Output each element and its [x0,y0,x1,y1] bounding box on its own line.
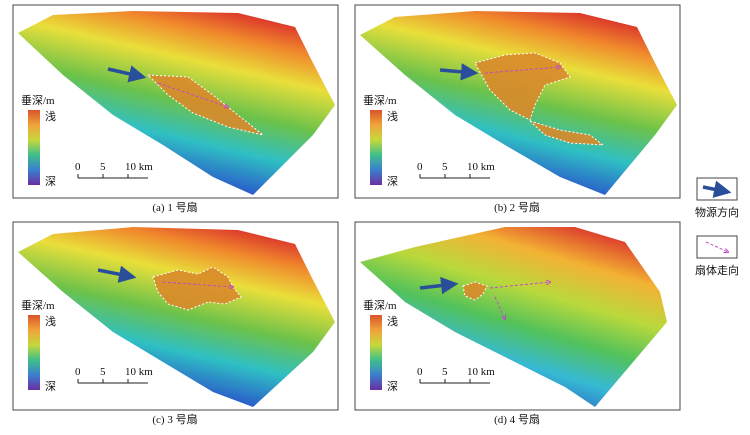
deep-label: 深 [387,380,398,393]
caption: (d) 4 号扇 [494,412,540,426]
scale-label: 5 [100,161,106,173]
caption: (a) 1 号扇 [152,200,197,214]
scale-label: 0 [75,161,81,173]
fan-direction [489,282,550,289]
legend-source-arrow [702,180,732,198]
depth-colorbar [370,315,382,390]
scale-label: 10 km [125,161,153,173]
scale-label: 10 km [467,161,495,173]
depth-title: 垂深/m [21,299,55,312]
legend-label: 扇体走向 [695,263,739,277]
fan-direction [157,82,228,107]
shallow-label: 浅 [387,315,398,328]
caption: (b) 2 号扇 [494,200,540,214]
fan [146,74,264,136]
panel [12,221,339,411]
depth-title: 垂深/m [363,94,397,107]
depth-colorbar [28,110,40,185]
depth-title: 垂深/m [21,94,55,107]
shallow-label: 浅 [45,315,56,328]
source-arrow [419,276,459,295]
terrain [18,11,335,195]
terrain [360,227,667,407]
terrain [18,227,335,407]
fan [152,266,242,311]
scale-label: 10 km [125,366,153,378]
scale-label: 0 [75,366,81,378]
panel [12,4,339,199]
legend-label: 物源方向 [695,205,739,219]
fan [529,120,605,146]
legend-fan-direction [705,241,728,252]
fan-direction [494,296,505,319]
scale-label: 0 [417,366,423,378]
deep-label: 深 [387,175,398,188]
panel [354,221,681,411]
deep-label: 深 [45,380,56,393]
scale-label: 10 km [467,366,495,378]
fan [462,281,488,301]
scale-label: 5 [442,366,448,378]
shallow-label: 浅 [45,110,56,123]
depth-colorbar [370,110,382,185]
depth-title: 垂深/m [363,299,397,312]
depth-colorbar [28,315,40,390]
caption: (c) 3 号扇 [152,412,197,426]
panel [354,4,681,199]
scale-label: 5 [100,366,106,378]
scale-label: 5 [442,161,448,173]
fan-direction [162,281,233,287]
source-arrow [107,65,147,83]
shallow-label: 浅 [387,110,398,123]
source-arrow [439,63,479,81]
source-arrow [97,265,137,283]
fan [474,52,571,121]
deep-label: 深 [45,175,56,188]
fan-direction [484,67,560,74]
scale-label: 0 [417,161,423,173]
